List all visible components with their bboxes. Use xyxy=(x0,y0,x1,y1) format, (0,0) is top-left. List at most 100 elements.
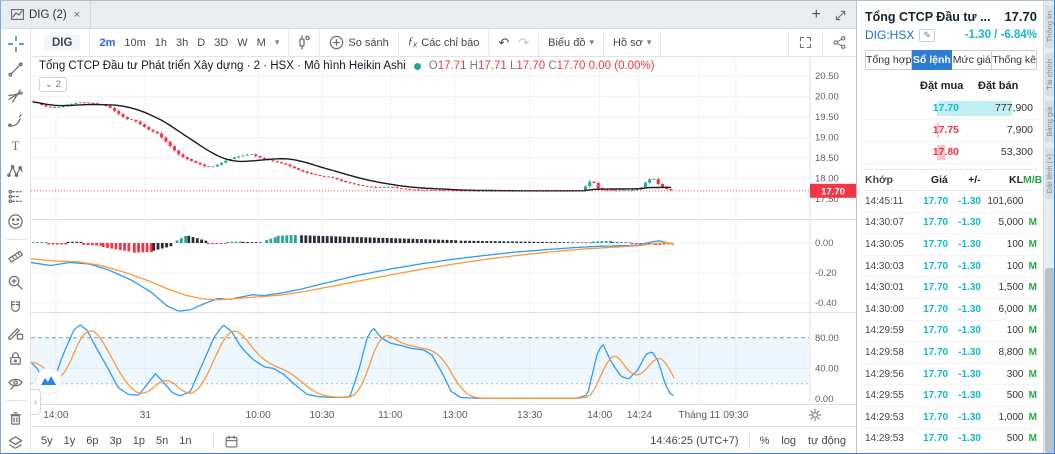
symbol-exchange[interactable]: DIG:HSX xyxy=(865,28,915,42)
trade-row: 14:29:53 17.70 -1.30 1,000 M xyxy=(865,407,1037,429)
chart-toolbar: DIG 2m 10m 1h 3h D 3D W M ▾ So sánh xyxy=(31,29,856,57)
svg-text:40.00: 40.00 xyxy=(815,363,839,374)
percent-scale-button[interactable]: % xyxy=(759,435,770,447)
object-tree-icon[interactable] xyxy=(6,434,26,453)
measure-ruler-icon[interactable] xyxy=(6,247,26,266)
symbol-button[interactable]: DIG xyxy=(44,34,81,51)
zoom-in-icon[interactable] xyxy=(6,273,26,292)
collapsed-panel-tab[interactable]: Thông tin xyxy=(1044,5,1054,49)
time-tick: 31 xyxy=(139,410,151,421)
range-button-1y[interactable]: 1y xyxy=(63,435,76,447)
collapsed-panel-tab[interactable]: Đặt lệnh (+) xyxy=(1044,147,1054,200)
gann-fib-icon[interactable] xyxy=(6,86,26,105)
drawing-lock-icon[interactable] xyxy=(6,323,26,342)
clock-label[interactable]: 14:46:25 (UTC+7) xyxy=(650,435,739,447)
chart-canvas[interactable]: 20.50 20.00 19.50 19.00 18.50 18.00 17.50 0.00 -… xyxy=(30,57,856,405)
interval-button-3D[interactable]: 3D xyxy=(214,36,229,49)
trade-row: 14:29:58 17.70 -1.30 8,800 M xyxy=(865,342,1037,364)
interval-button-W[interactable]: W xyxy=(237,36,248,49)
log-scale-button[interactable]: log xyxy=(781,435,797,447)
chart-area[interactable]: Tổng CTCP Đầu tư Phát triển Xây dựng · 2… xyxy=(30,57,856,415)
divider xyxy=(748,433,750,449)
price-change: -1.30 / -6.84% xyxy=(964,29,1037,41)
chart-style-icon[interactable] xyxy=(298,35,311,50)
range-button-6p[interactable]: 6p xyxy=(86,435,99,447)
depth-bar xyxy=(937,101,1012,116)
undo-icon[interactable]: ↶ xyxy=(498,34,510,50)
time-tick: 13:00 xyxy=(442,410,468,421)
collapsed-side-strip: Thông tin Tài chính Bảng giá Đặt lệnh (+) xyxy=(1043,1,1054,453)
close-tab-icon[interactable]: × xyxy=(73,8,81,21)
interval-button-2m[interactable]: 2m xyxy=(99,36,116,49)
lock-icon[interactable] xyxy=(6,349,26,368)
legend-title: Tổng CTCP Đầu tư Phát triển Xây dựng · 2… xyxy=(39,60,406,72)
indicators-button[interactable]: ƒx Các chỉ báo xyxy=(407,35,480,50)
last-price: 17.70 xyxy=(1004,9,1037,24)
trade-row: 14:29:59 17.70 -1.30 100 M xyxy=(865,321,1037,343)
quote-tab-thống-kê[interactable]: Thống kê xyxy=(992,50,1038,70)
panel-collapse-handle[interactable]: ‹ xyxy=(31,389,41,415)
orderbook-row[interactable]: 17.70 777,900 xyxy=(865,98,1037,120)
svg-text:20.00: 20.00 xyxy=(815,92,839,103)
company-name: Tổng CTCP Đầu tư ... xyxy=(865,10,991,24)
svg-text:-0.40: -0.40 xyxy=(815,298,837,309)
hide-drawings-icon[interactable] xyxy=(6,374,26,393)
orderbook-row[interactable]: 17.80 53,300 xyxy=(865,142,1037,164)
orderbook-row[interactable]: 17.75 7,900 xyxy=(865,120,1037,142)
quote-tabs: Tổng hợp Sổ lệnh Mức giá Thống kê xyxy=(865,50,1038,70)
range-button-3p[interactable]: 3p xyxy=(109,435,122,447)
range-button-5y[interactable]: 5y xyxy=(41,435,53,447)
forecast-tool-icon[interactable] xyxy=(6,187,26,206)
svg-text:0.00: 0.00 xyxy=(815,394,834,404)
add-chart-icon[interactable]: + xyxy=(811,5,821,23)
interval-menu-chevron-icon[interactable]: ▾ xyxy=(274,37,280,47)
profile-menu-button[interactable]: Hồ sơ ▾ xyxy=(613,36,652,49)
scrollbar-thumb[interactable] xyxy=(1044,268,1054,453)
svg-text:-0.20: -0.20 xyxy=(815,268,837,279)
tab-dig[interactable]: DIG (2) × xyxy=(1,1,92,28)
time-axis[interactable]: 14:00 31 10:00 10:30 11:00 13:00 13:30 14:00 14:… xyxy=(31,404,856,426)
interval-button-D[interactable]: D xyxy=(197,36,206,49)
chart-tabbar: DIG (2) × + xyxy=(1,1,856,29)
magnet-icon[interactable] xyxy=(6,298,26,317)
interval-button-3h[interactable]: 3h xyxy=(176,36,189,49)
interval-button-1h[interactable]: 1h xyxy=(154,36,168,49)
trend-line-icon[interactable] xyxy=(6,60,26,79)
book-price: 17.75 xyxy=(932,124,959,136)
quote-tab-tổng-hợp[interactable]: Tổng hợp xyxy=(865,50,913,70)
range-button-1n[interactable]: 1n xyxy=(179,435,192,447)
svg-text:17.50: 17.50 xyxy=(815,194,839,205)
auto-scale-button[interactable]: tự động xyxy=(808,435,846,447)
crosshair-icon[interactable] xyxy=(6,35,26,54)
quote-tab-sổ-lệnh[interactable]: Sổ lệnh xyxy=(912,50,953,70)
collapsed-panel-tab[interactable]: Tài chính xyxy=(1044,53,1054,97)
fx-icon: ƒx xyxy=(407,35,418,50)
tools-divider xyxy=(4,238,27,240)
interval-button-M[interactable]: M xyxy=(256,36,266,49)
quote-tab-mức-giá[interactable]: Mức giá xyxy=(952,50,993,70)
quote-panel: Tổng CTCP Đầu tư ... 17.70 DIG:HSX ✎ -1.… xyxy=(857,1,1043,453)
compare-button[interactable]: So sánh xyxy=(329,35,389,50)
share-icon[interactable] xyxy=(832,35,847,50)
expand-window-icon[interactable] xyxy=(833,8,846,21)
text-tool-icon[interactable]: T xyxy=(11,137,20,153)
legend-collapse-chip[interactable]: ⌄ 2 xyxy=(39,77,67,92)
divider xyxy=(212,433,214,449)
brush-icon[interactable] xyxy=(6,111,26,130)
fullscreen-icon[interactable] xyxy=(798,35,813,50)
chart-menu-button[interactable]: Biểu đồ ▾ xyxy=(548,36,594,49)
svg-text:18.50: 18.50 xyxy=(815,153,839,164)
trade-row: 14:30:03 17.70 -1.30 100 M xyxy=(865,256,1037,278)
axis-settings-gear-icon[interactable] xyxy=(808,408,822,422)
collapsed-panel-tab[interactable]: Bảng giá xyxy=(1044,101,1054,143)
edit-symbol-pencil-icon[interactable]: ✎ xyxy=(919,28,935,42)
xabcd-pattern-icon[interactable] xyxy=(6,162,26,181)
redo-icon[interactable]: ↷ xyxy=(518,34,530,50)
range-button-1p[interactable]: 1p xyxy=(132,435,145,447)
remove-drawings-icon[interactable] xyxy=(6,409,26,428)
emoji-icon[interactable] xyxy=(6,212,26,231)
range-button-5n[interactable]: 5n xyxy=(156,435,169,447)
interval-button-10m[interactable]: 10m xyxy=(124,36,146,49)
calendar-icon[interactable] xyxy=(224,434,239,449)
svg-text:19.50: 19.50 xyxy=(815,112,839,123)
